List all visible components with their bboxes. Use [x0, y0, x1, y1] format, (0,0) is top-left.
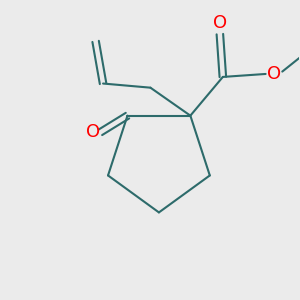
Text: O: O: [213, 14, 227, 32]
Text: O: O: [268, 65, 282, 83]
Text: O: O: [86, 123, 100, 141]
